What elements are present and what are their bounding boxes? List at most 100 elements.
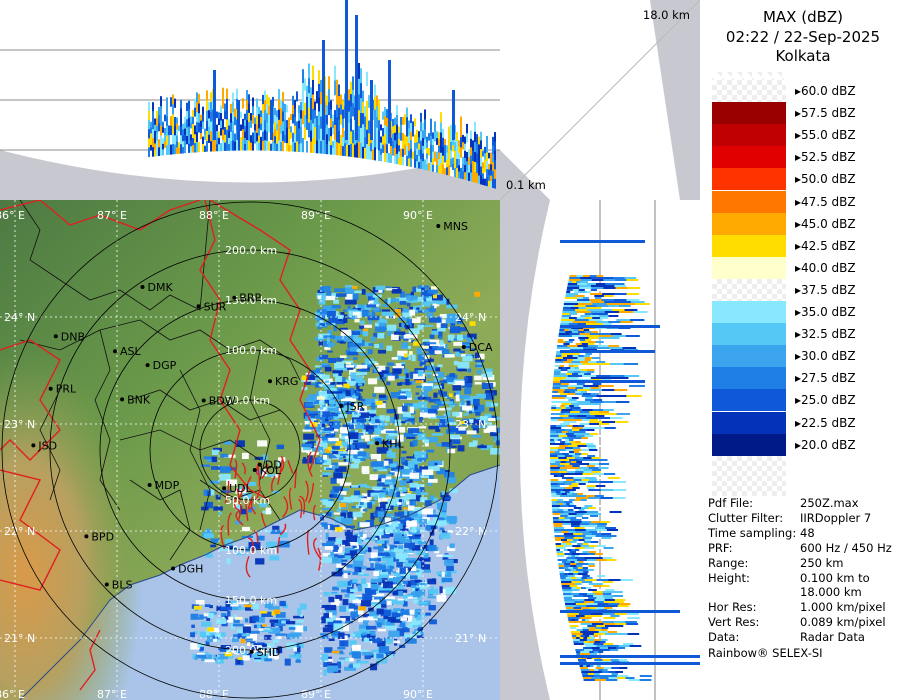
legend-swatch (712, 367, 786, 390)
city-label: KHL (382, 437, 404, 450)
product-datetime: 02:22 / 22-Sep-2025 (725, 28, 881, 46)
range-rings (1, 201, 499, 699)
side-vertical-profile (500, 200, 745, 700)
info-value: 48 (800, 525, 815, 540)
city-dot (461, 344, 466, 349)
city-label: SHD (257, 646, 281, 659)
station-name: Kolkata (775, 47, 831, 65)
latitude-label-right: 24° N (455, 311, 486, 324)
range-label-south: 50.0 km (225, 494, 270, 507)
legend-label: ▸35.0 dBZ (795, 305, 856, 319)
city-label: UDL (229, 482, 253, 495)
city-label: KOL (260, 464, 282, 477)
city-dot (268, 379, 272, 384)
info-value: 1.000 km/pixel (800, 600, 886, 615)
city-dot (120, 397, 125, 402)
city-dot (375, 441, 380, 446)
city-label: DMK (148, 281, 174, 294)
legend-swatch (712, 146, 786, 169)
legend-swatch (712, 234, 786, 257)
graticule: 86° E 86° E 87° E 87° E 88° E 88° E 89° E 89° E… (0, 200, 500, 700)
city-dot (147, 482, 152, 487)
legend-swatch (712, 212, 786, 235)
city-label: BPD (91, 530, 114, 543)
city-dot (112, 349, 117, 354)
longitude-label-top: 88° E (199, 209, 229, 222)
coastline (19, 464, 500, 700)
range-label-north: 150.0 km (225, 294, 277, 307)
city-label: DGH (178, 562, 203, 575)
legend-swatch (712, 80, 786, 103)
legend-blank (712, 72, 786, 80)
latitude-label-right: 21° N (455, 632, 486, 645)
legend-label: ▸57.5 dBZ (795, 106, 856, 121)
city-dot (249, 649, 254, 654)
map-canvas: 86° E 86° E 87° E 87° E 88° E 88° E 89° E 89° E… (0, 200, 500, 700)
legend-swatch (712, 433, 786, 456)
city-dot (48, 386, 53, 391)
longitude-label-bottom: 86° E (0, 688, 25, 700)
longitude-label-bottom: 90° E (403, 688, 433, 700)
profile-corner: 18.0 km 0.1 km (499, 0, 701, 201)
latitude-label-left: 22° N (4, 525, 35, 538)
city-dot (145, 363, 150, 368)
latitude-label-left: 23° N (4, 418, 35, 431)
city-dot (436, 224, 441, 229)
info-value: IIRDoppler 7 (800, 510, 872, 525)
legend-label: ▸22.5 dBZ (795, 415, 856, 430)
top-profile-plot (0, 0, 500, 200)
longitude-label-bottom: 88° E (199, 688, 229, 700)
info-value: 18.000 km (800, 585, 862, 600)
info-value: Radar Data (800, 630, 865, 645)
legend-label: ▸55.0 dBZ (795, 128, 856, 143)
info-value: 250Z.max (800, 496, 859, 510)
radar-ppi-map[interactable]: 86° E 86° E 87° E 87° E 88° E 88° E 89° E 89° E… (0, 200, 500, 700)
city-dot (339, 403, 344, 408)
top-vertical-profile (0, 0, 500, 200)
city-dot (104, 582, 109, 587)
info-value: 250 km (800, 555, 844, 570)
longitude-label-top: 86° E (0, 209, 25, 222)
city-label: JSR (345, 400, 364, 413)
radar-echoes (190, 285, 500, 676)
legend-label: ▸47.5 dBZ (795, 194, 856, 209)
legend-label: ▸60.0 dBZ (795, 84, 856, 98)
legend-label: ▸45.0 dBZ (795, 216, 856, 231)
legend-swatch (712, 323, 786, 346)
legend-label: ▸20.0 dBZ (795, 437, 856, 452)
legend-blank (712, 455, 786, 496)
legend-swatch (712, 124, 786, 147)
city-dot (196, 304, 201, 309)
city-label: DD (265, 459, 282, 472)
info-key: Time sampling: (708, 525, 797, 540)
info-value: 0.089 km/pixel (800, 615, 886, 630)
side-profile-plot (500, 200, 745, 700)
info-key: Range: (708, 555, 749, 570)
city-dot (84, 534, 89, 539)
legend-swatch (712, 190, 786, 213)
legend-swatch (712, 256, 786, 279)
product-title: MAX (dBZ) (762, 8, 844, 26)
city-label: BNK (127, 393, 151, 406)
city-label: JSD (37, 439, 57, 452)
city-label: MDP (155, 479, 180, 492)
city-label: MNS (443, 220, 468, 233)
legend-swatch (712, 168, 786, 191)
range-label-north: 50.0 km (225, 394, 270, 407)
info-value: 600 Hz / 450 Hz (800, 540, 892, 555)
legend-swatch (712, 278, 786, 301)
legend-label: ▸42.5 dBZ (795, 238, 856, 253)
legend-label: ▸32.5 dBZ (795, 327, 856, 342)
footer-credit: Rainbow® SELEX-SI (708, 646, 823, 660)
info-key: PRF: (708, 540, 733, 555)
city-dot (53, 334, 58, 339)
legend-swatch (712, 301, 786, 324)
legend-label: ▸40.0 dBZ (795, 260, 856, 275)
corner-graphic (499, 0, 701, 201)
legend-swatch (712, 102, 786, 125)
legend-panel: MAX (dBZ) 02:22 / 22-Sep-2025 Kolkata ▸6… (700, 0, 906, 700)
longitude-label-bottom: 89° E (301, 688, 331, 700)
legend-swatch (712, 345, 786, 368)
info-value: 0.100 km to (800, 570, 870, 585)
